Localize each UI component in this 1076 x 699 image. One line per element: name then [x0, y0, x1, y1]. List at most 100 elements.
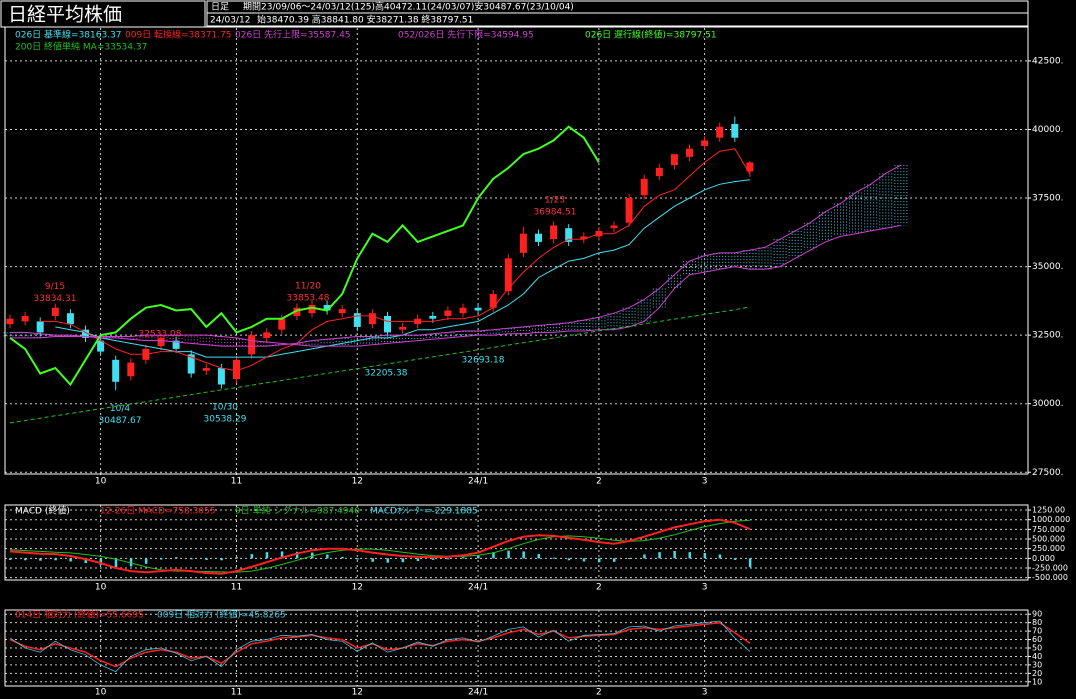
series-line [9, 519, 750, 573]
y-tick-label: 250.000 [1032, 544, 1065, 553]
annotation-value: 32205.38 [365, 369, 408, 379]
oscillator-bar [144, 558, 148, 564]
y-tick-label: -250.000 [1032, 564, 1068, 573]
legend-entry: 052/026日 先行下限=34594.95 [398, 29, 534, 41]
y-tick-label: 35000. [1032, 262, 1064, 272]
candle-body [625, 198, 633, 223]
series-line [10, 224, 901, 347]
legend-entry: MACDｵｼﾚｰﾀｰ=-229.1885 [370, 506, 478, 517]
candle-body [716, 126, 724, 138]
candle-body [640, 178, 648, 196]
oscillator-bar [462, 557, 465, 559]
oscillator-bar [205, 558, 208, 560]
candle-body [338, 309, 346, 314]
x-tick-label: 2 [596, 583, 602, 593]
y-tick-label: 50 [1032, 644, 1042, 653]
candle-body [172, 340, 180, 349]
legend-entry: 026日 基準線=38163.37 [15, 29, 122, 41]
candle-body [610, 225, 618, 229]
y-tick-label: -500.000 [1032, 573, 1068, 582]
candle-body [157, 337, 165, 347]
y-tick-label: 37500. [1032, 194, 1064, 204]
annotation-value: 32693.18 [462, 355, 505, 365]
oscillator-bar [220, 558, 223, 561]
oscillator-bar [658, 552, 661, 559]
oscillator-bar [99, 558, 103, 565]
oscillator-bar [613, 558, 616, 562]
oscillator-bar [39, 558, 42, 561]
y-tick-label: 30000. [1032, 399, 1064, 409]
candle-body [112, 359, 120, 382]
annotation-date: 11/20 [295, 282, 321, 292]
candle-body [97, 340, 105, 352]
panel-frame [4, 504, 1029, 581]
candle-body [655, 167, 663, 177]
x-tick-label: 3 [702, 477, 708, 487]
oscillator-bar [582, 558, 586, 562]
y-tick-label: 42500. [1032, 56, 1064, 66]
candle-body [202, 368, 210, 371]
oscillator-bar [628, 557, 631, 559]
oscillator-bar [250, 554, 254, 559]
macd-title: MACD (終値) [15, 505, 70, 517]
candle-body [746, 162, 754, 172]
oscillator-bar [24, 558, 27, 561]
oscillator-bar [386, 558, 389, 563]
oscillator-bar [114, 558, 118, 568]
oscillator-bar [401, 558, 405, 563]
candle-body [36, 321, 44, 333]
oscillator-bar [54, 558, 57, 561]
oscillator-bar [552, 557, 556, 559]
x-tick-label: 24/1 [468, 477, 488, 487]
panel-frame [4, 26, 1029, 475]
candle-body [489, 294, 497, 308]
annotation-value: 30538.29 [204, 414, 247, 424]
series-line [9, 518, 751, 575]
x-tick-label: 12 [352, 583, 363, 593]
series-line [9, 125, 600, 387]
oscillator-bar [416, 558, 420, 562]
y-tick-label: 10 [1032, 677, 1042, 686]
oscillator-bar [129, 558, 133, 567]
series-line [9, 621, 751, 668]
y-tick-label: 1000.000 [1032, 515, 1070, 524]
x-tick-label: 3 [702, 688, 708, 698]
candle-body [66, 313, 74, 325]
x-tick-label: 24/1 [468, 688, 488, 698]
legend-entry: 009日 転換線=38371.75 [125, 29, 232, 41]
candle-body [263, 332, 271, 338]
y-tick-label: 27500. [1032, 468, 1064, 478]
oscillator-bar [190, 558, 193, 560]
oscillator-bar [643, 554, 646, 559]
y-tick-label: 80 [1032, 618, 1042, 627]
legend-entry: 9日 単純 シグナル=987.4940 [235, 505, 360, 517]
oscillator-bar [84, 558, 87, 563]
y-tick-label: 32500. [1032, 331, 1064, 341]
candle-body [384, 315, 391, 333]
annotation-value: 33834.31 [34, 294, 77, 304]
x-tick-label: 10 [95, 688, 107, 698]
candle-body [82, 329, 89, 338]
oscillator-bar [371, 558, 374, 562]
candle-body [127, 362, 135, 377]
candle-body [399, 326, 407, 330]
annotation-date: 1/23 [545, 196, 565, 206]
x-tick-label: 3 [702, 583, 708, 593]
oscillator-bar [265, 552, 269, 559]
candle-body [670, 154, 678, 166]
x-tick-label: 2 [596, 477, 602, 487]
x-tick-label: 10 [95, 583, 107, 593]
oscillator-bar [280, 551, 284, 559]
oscillator-bar [718, 554, 722, 559]
candle-body [6, 318, 14, 325]
y-tick-label: 90 [1032, 610, 1042, 619]
annotation-date: 10/4 [110, 404, 130, 414]
period: 期間23/09/06～24/03/12(125)高40472.11(24/03/… [243, 1, 574, 13]
y-tick-label: 500.000 [1032, 535, 1065, 544]
x-tick-label: 11 [231, 477, 242, 487]
oscillator-bar [492, 552, 495, 559]
oscillator-bar [477, 555, 480, 559]
oscillator-bar [567, 558, 571, 561]
